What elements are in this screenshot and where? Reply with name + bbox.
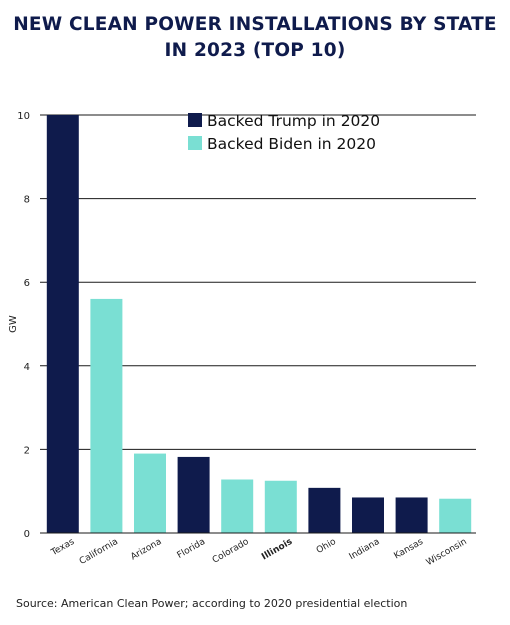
bar <box>264 480 297 533</box>
legend-label: Backed Trump in 2020 <box>207 112 380 130</box>
bar <box>352 497 384 533</box>
source-note: Source: American Clean Power; according … <box>16 597 408 610</box>
y-tick-label: 4 <box>24 362 30 373</box>
y-tick-label: 6 <box>24 278 30 289</box>
x-tick-label: California <box>78 537 120 567</box>
bar <box>221 479 254 533</box>
x-tick-label: Kansas <box>393 537 426 562</box>
x-tick-label: Indiana <box>348 537 382 562</box>
y-tick-label: 2 <box>24 445 30 456</box>
y-axis-label: GW <box>8 315 19 333</box>
bar <box>439 498 472 533</box>
x-tick-label: Florida <box>176 537 208 561</box>
bar <box>395 497 428 533</box>
bar <box>46 115 79 533</box>
bar <box>134 453 166 533</box>
x-tick-label: Ohio <box>315 537 338 556</box>
bar <box>90 298 123 533</box>
chart-title-line-1: NEW CLEAN POWER INSTALLATIONS BY STATE <box>13 14 497 35</box>
bar <box>177 456 210 533</box>
x-tick-label: Arizona <box>129 537 163 563</box>
legend-swatch <box>188 136 202 150</box>
bar <box>308 487 341 533</box>
y-tick-label: 0 <box>24 529 30 540</box>
legend-label: Backed Biden in 2020 <box>207 135 376 153</box>
x-tick-label: Wisconsin <box>425 537 469 568</box>
legend-swatch <box>188 113 202 127</box>
chart-title: NEW CLEAN POWER INSTALLATIONS BY STATE I… <box>0 12 510 64</box>
chart-title-line-2: IN 2023 (TOP 10) <box>164 40 346 61</box>
y-tick-label: 8 <box>24 195 30 206</box>
x-tick-label: Texas <box>49 537 77 559</box>
x-tick-label: Colorado <box>211 537 251 566</box>
x-tick-label: Illinois <box>260 537 294 562</box>
y-tick-label: 10 <box>17 111 30 122</box>
